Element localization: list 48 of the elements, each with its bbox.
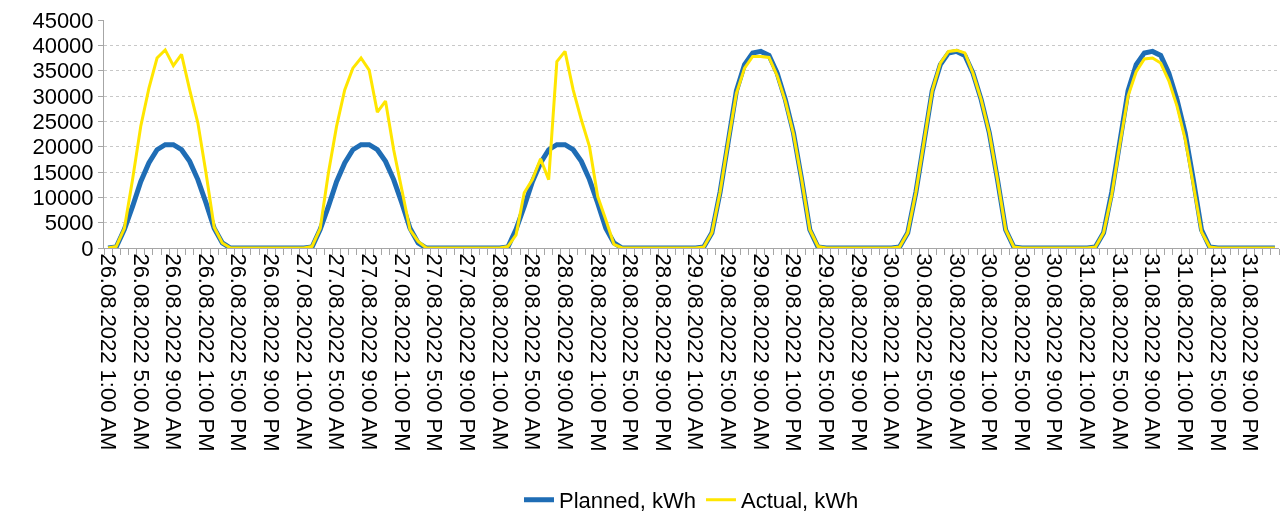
- x-tick-label: 31.08.2022 5:00 PM: [1205, 253, 1231, 452]
- y-tick-label: 20000: [32, 134, 94, 160]
- x-tick-label: 26.08.2022 1:00 AM: [95, 253, 121, 451]
- x-tick-label: 30.08.2022 5:00 AM: [911, 253, 937, 451]
- x-tick-label: 31.08.2022 9:00 PM: [1238, 253, 1264, 452]
- x-tick-label: 31.08.2022 1:00 AM: [1075, 253, 1101, 451]
- x-tick-label: 26.08.2022 9:00 AM: [161, 253, 187, 451]
- y-tick-label: 30000: [32, 83, 94, 109]
- x-tick-label: 31.08.2022 9:00 AM: [1140, 253, 1166, 451]
- x-tick-label: 27.08.2022 5:00 AM: [324, 253, 350, 451]
- legend-label: Planned, kWh: [559, 488, 696, 512]
- x-tick-label: 26.08.2022 5:00 PM: [226, 253, 252, 452]
- y-tick-label: 25000: [32, 109, 94, 135]
- x-tick-label: 29.08.2022 9:00 AM: [748, 253, 774, 451]
- x-tick-label: 31.08.2022 5:00 AM: [1107, 253, 1133, 451]
- y-tick-label: 35000: [32, 58, 94, 84]
- x-tick-label: 26.08.2022 5:00 AM: [128, 253, 154, 451]
- x-tick-label: 27.08.2022 5:00 PM: [422, 253, 448, 452]
- x-tick-label: 28.08.2022 5:00 PM: [618, 253, 644, 452]
- x-tick-label: 30.08.2022 9:00 PM: [1042, 253, 1068, 452]
- x-tick-label: 30.08.2022 5:00 PM: [1009, 253, 1035, 452]
- y-tick-label: 15000: [32, 159, 94, 185]
- x-tick-label: 26.08.2022 1:00 PM: [193, 253, 219, 452]
- x-tick-label: 28.08.2022 1:00 PM: [585, 253, 611, 452]
- x-tick-label: 30.08.2022 1:00 PM: [977, 253, 1003, 452]
- x-tick-label: 26.08.2022 9:00 PM: [259, 253, 285, 452]
- x-tick-label: 29.08.2022 1:00 AM: [683, 253, 709, 451]
- legend-label: Actual, kWh: [740, 488, 859, 512]
- x-tick-label: 27.08.2022 1:00 PM: [389, 253, 415, 452]
- x-tick-label: 31.08.2022 1:00 PM: [1173, 253, 1199, 452]
- x-tick-label: 28.08.2022 9:00 PM: [650, 253, 676, 452]
- x-tick-label: 27.08.2022 1:00 AM: [291, 253, 317, 451]
- x-tick-label: 27.08.2022 9:00 AM: [357, 253, 383, 451]
- x-tick-label: 28.08.2022 9:00 AM: [552, 253, 578, 451]
- x-tick-label: 29.08.2022 5:00 AM: [716, 253, 742, 451]
- y-tick-label: 45000: [32, 7, 94, 33]
- x-tick-label: 29.08.2022 1:00 PM: [781, 253, 807, 452]
- x-tick-label: 29.08.2022 9:00 PM: [846, 253, 872, 452]
- y-tick-label: 5000: [44, 210, 94, 236]
- x-tick-label: 29.08.2022 5:00 PM: [813, 253, 839, 452]
- y-tick-label: 40000: [32, 33, 94, 59]
- x-tick-label: 30.08.2022 9:00 AM: [944, 253, 970, 451]
- x-tick-label: 28.08.2022 1:00 AM: [487, 253, 513, 451]
- x-tick-label: 30.08.2022 1:00 AM: [879, 253, 905, 451]
- x-tick-label: 28.08.2022 5:00 AM: [520, 253, 546, 451]
- x-tick-label: 27.08.2022 9:00 PM: [454, 253, 480, 452]
- y-tick-label: 0: [81, 235, 94, 261]
- y-tick-label: 10000: [32, 185, 94, 211]
